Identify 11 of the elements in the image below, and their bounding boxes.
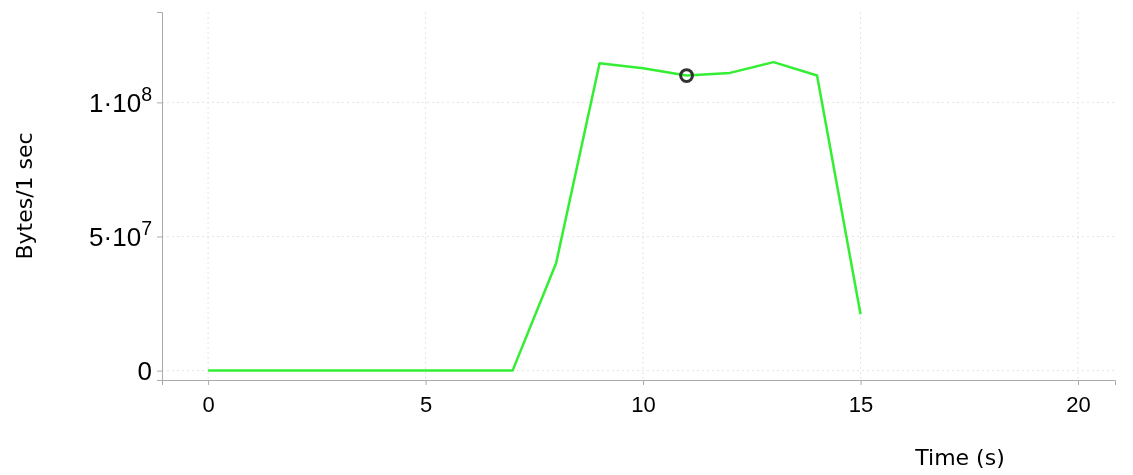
x-tick-label: 20 xyxy=(1066,392,1091,418)
x-axis-title: Time (s) xyxy=(914,445,1005,470)
y-tick-label: 0 xyxy=(137,356,152,387)
y-tick-label: 5·10$^{7}$ xyxy=(89,217,152,253)
x-tick-label: 5 xyxy=(419,392,433,418)
y-axis-title: Bytes/1 sec xyxy=(12,132,37,260)
x-tick-label: 10 xyxy=(631,392,656,418)
line-series xyxy=(206,60,862,372)
x-tick-label: 15 xyxy=(848,392,874,418)
y-tick-label: 1·10$^{8}$ xyxy=(89,82,152,118)
x-tick-label: 0 xyxy=(202,392,215,418)
